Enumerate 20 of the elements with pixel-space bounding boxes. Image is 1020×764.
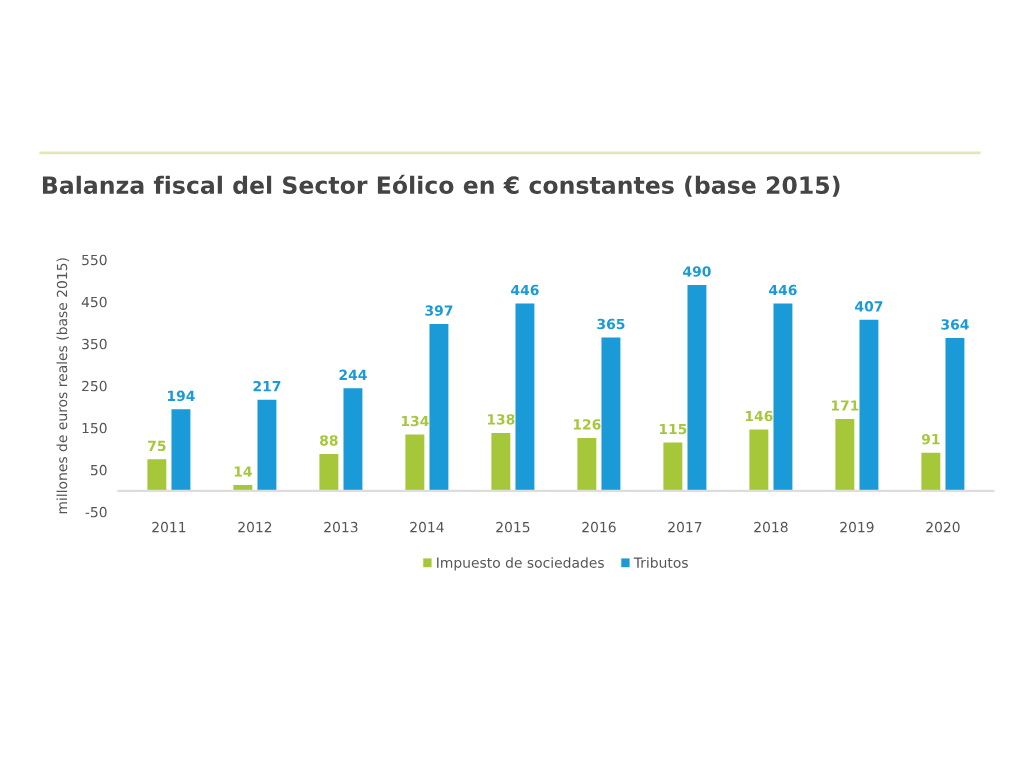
bar — [835, 419, 855, 491]
bar — [405, 434, 425, 491]
bar — [491, 432, 511, 491]
bar — [319, 453, 339, 491]
bar — [773, 303, 793, 491]
bar — [343, 388, 363, 491]
bar — [171, 409, 191, 491]
bar — [577, 437, 597, 491]
bar — [515, 303, 535, 491]
bar — [859, 319, 879, 491]
bar — [429, 324, 449, 491]
bar — [921, 452, 941, 491]
bar — [257, 399, 277, 491]
bar — [147, 459, 167, 491]
bar — [601, 337, 621, 491]
chart-title: Balanza fiscal del Sector Eólico en € constantes (base 2015) — [42, 174, 840, 197]
bar — [663, 442, 683, 491]
bar — [945, 337, 965, 491]
bar — [687, 284, 707, 491]
bar — [749, 429, 769, 491]
